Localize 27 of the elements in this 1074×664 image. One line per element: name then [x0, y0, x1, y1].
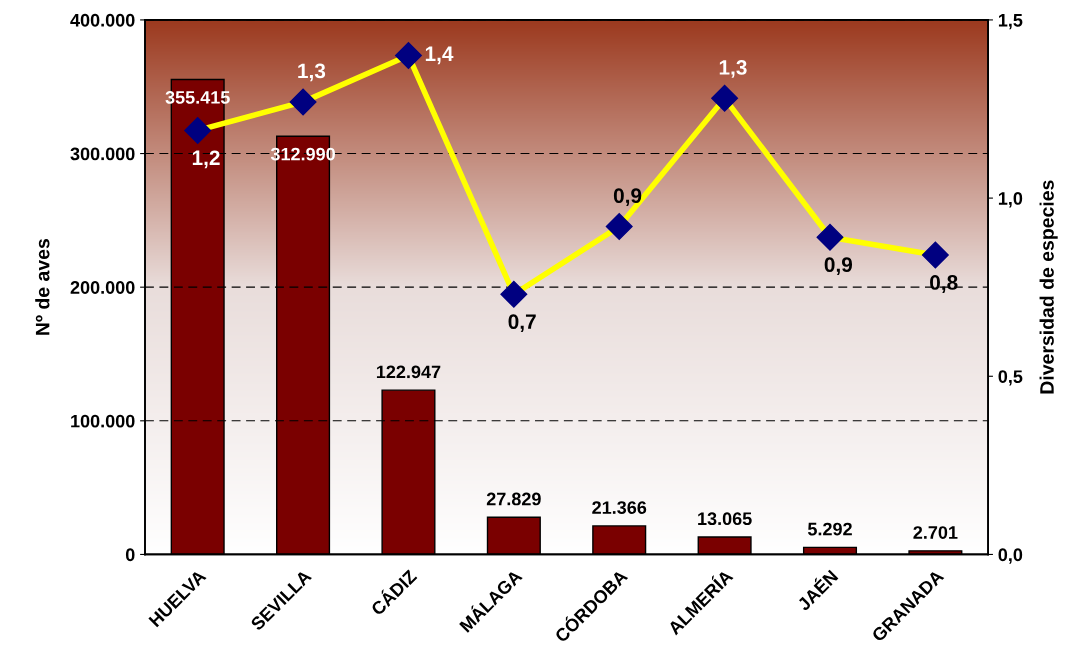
y-tick-label: 0: [125, 548, 135, 562]
y-tick-label: 200.000: [70, 281, 135, 294]
data-label: 0,8: [930, 275, 958, 293]
y2-tick-label: 1,0: [998, 192, 1023, 208]
data-label: 27.829: [486, 492, 541, 506]
data-label: 312.990: [270, 147, 335, 161]
y2-tick-label: 0,5: [998, 370, 1023, 386]
data-label: 13.065: [698, 512, 752, 526]
y-tick-label: 300.000: [70, 147, 135, 161]
y-tick-label: 400.000: [70, 13, 135, 27]
data-label: 1,2: [192, 150, 220, 169]
y2-axis-title: Diversidad de especies: [1039, 180, 1058, 394]
data-label: 1,4: [425, 46, 454, 65]
data-label: 0,9: [613, 188, 642, 207]
data-label: 0,7: [508, 314, 536, 333]
y2-tick-label: 1,5: [998, 14, 1023, 30]
data-label: 2.701: [913, 526, 958, 539]
y2-tick-label: 0,0: [998, 548, 1023, 564]
y-tick-label: 100.000: [71, 414, 135, 428]
data-label: 122.947: [376, 365, 441, 379]
data-label: 1,3: [298, 63, 326, 82]
data-label: 355.415: [165, 91, 230, 104]
data-label: 0,9: [824, 257, 853, 276]
y-axis-title: Nº de aves: [35, 239, 50, 335]
data-label: 1,3: [719, 60, 747, 78]
data-label: 5.292: [807, 522, 852, 536]
data-label: 21.366: [592, 501, 647, 515]
